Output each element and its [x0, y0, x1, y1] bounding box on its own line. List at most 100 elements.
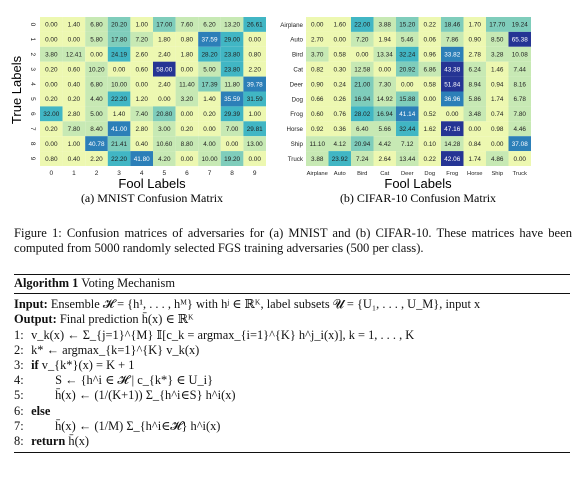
cifar-cell	[306, 121, 329, 137]
cifar-cell	[351, 106, 374, 122]
mnist-col-tick-label: 9	[253, 170, 257, 177]
mnist-cell-value: 22.20	[111, 96, 127, 103]
cifar-cell-value: 23.92	[332, 156, 348, 163]
mnist-cell	[198, 17, 221, 32]
cifar-row-tick-label: Ship	[291, 141, 304, 148]
mnist-x-axis-label: Fool Labels	[118, 176, 186, 191]
mnist-cell-value: 5.00	[90, 111, 103, 118]
cifar-cell-value: 11.10	[309, 141, 325, 148]
mnist-cell	[175, 121, 199, 137]
mnist-cell	[153, 17, 176, 32]
mnist-col-tick-label: 0	[49, 170, 53, 177]
mnist-cell	[153, 76, 176, 92]
mnist-cell	[198, 136, 221, 152]
cifar-cell	[508, 76, 531, 92]
cifar-cell	[328, 76, 351, 92]
cifar-cell-value: 0.00	[356, 51, 369, 58]
cifar-cell-value: 0.90	[311, 81, 324, 88]
mnist-cell-value: 0.00	[158, 96, 171, 103]
cifar-cell-value: 1.94	[379, 37, 392, 44]
cifar-cell-value: 37.08	[512, 141, 528, 148]
mnist-cell-value: 0.20	[45, 126, 58, 133]
cifar-cell	[486, 106, 509, 122]
cifar-cell	[418, 61, 441, 77]
cifar-cell-value: 0.00	[446, 111, 459, 118]
cifar-cell	[396, 17, 419, 32]
mnist-cell	[62, 136, 86, 152]
cifar-cell-value: 32.24	[399, 51, 415, 58]
mnist-cell-value: 13.20	[224, 22, 240, 29]
mnist-row-tick-label: 8	[29, 142, 36, 146]
cifar-cell	[463, 61, 486, 77]
cifar-cell	[463, 121, 486, 137]
mnist-cell-value: 20.80	[156, 111, 172, 118]
mnist-cell-value: 0.00	[226, 141, 239, 148]
cifar-cell-value: 0.24	[334, 81, 347, 88]
cifar-cell-value: 2.64	[379, 156, 392, 163]
mnist-cell-value: 23.80	[224, 66, 240, 73]
step-number: 5:	[14, 388, 24, 403]
algorithm-title: Algorithm 1 Voting Mechanism	[14, 275, 570, 291]
mnist-cell	[220, 61, 244, 77]
cifar-cell	[508, 151, 531, 166]
cifar-cell-value: 7.44	[514, 66, 527, 73]
cifar-row-tick-label: Frog	[290, 111, 303, 118]
cifar-cell	[328, 136, 351, 152]
mnist-cell-value: 20.20	[111, 22, 127, 29]
mnist-cell-value: 0.80	[248, 51, 261, 58]
cifar-cell-value: 28.02	[354, 111, 370, 118]
mnist-cell-value: 32.00	[43, 111, 59, 118]
cifar-cell-value: 0.76	[334, 111, 347, 118]
cifar-cell	[508, 61, 531, 77]
mnist-cell-value: 0.00	[181, 156, 194, 163]
cifar-col-tick-label: Ship	[491, 171, 503, 177]
cifar-cell-value: 1.60	[334, 22, 347, 29]
mnist-cell-value: 11.80	[224, 81, 240, 88]
mnist-col-tick-label: 6	[185, 170, 189, 177]
cifar-cell-value: 51.84	[444, 81, 460, 88]
mnist-cell	[85, 17, 108, 32]
mnist-cell	[153, 121, 176, 137]
cifar-cell-value: 1.46	[491, 66, 504, 73]
step-keyword: return	[28, 434, 69, 449]
mnist-cell	[40, 31, 63, 47]
mnist-cell-value: 1.00	[135, 22, 148, 29]
cifar-cell-value: 12.58	[354, 66, 370, 73]
mnist-cell	[198, 46, 221, 62]
cifar-cell	[463, 136, 486, 152]
step-keyword: else	[28, 403, 51, 418]
cifar-cell-value: 4.12	[334, 141, 347, 148]
mnist-cell-value: 1.80	[158, 37, 171, 44]
mnist-row-tick-label: 9	[29, 157, 36, 161]
cifar-row-tick-label: Bird	[292, 52, 304, 59]
cifar-cell	[486, 76, 509, 92]
cifar-cell	[351, 151, 374, 166]
mnist-cell-value: 31.59	[247, 96, 263, 103]
mnist-cell	[130, 61, 153, 77]
mnist-cell-value: 1.00	[248, 111, 261, 118]
mnist-cell	[175, 106, 199, 122]
cifar-cell-value: 16.94	[377, 111, 393, 118]
cifar-cell	[351, 91, 374, 107]
mnist-cell	[198, 61, 221, 77]
step-number: 7:	[14, 418, 24, 433]
cifar-cell	[396, 106, 419, 122]
cifar-col-tick-label: Frog	[446, 171, 458, 177]
cifar-cell	[396, 76, 419, 92]
mnist-cell	[243, 106, 266, 122]
mnist-cell-value: 2.80	[135, 126, 148, 133]
mnist-cell-value: 7.60	[181, 22, 194, 29]
mnist-cell	[198, 91, 221, 107]
mnist-cell-value: 21.41	[111, 141, 127, 148]
mnist-cell-value: 37.59	[202, 37, 218, 44]
mnist-cell-value: 1.80	[181, 51, 194, 58]
mnist-cell	[243, 121, 266, 137]
cifar-cell-value: 21.00	[354, 81, 370, 88]
mnist-cell	[62, 17, 86, 32]
mnist-cell	[198, 151, 221, 166]
mnist-cell-value: 6.80	[90, 81, 103, 88]
mnist-cell-value: 0.00	[45, 141, 58, 148]
cifar-cell-value: 17.70	[489, 22, 505, 29]
cifar-row-tick-label: Truck	[288, 156, 304, 163]
mnist-cell-value: 7.40	[135, 111, 148, 118]
